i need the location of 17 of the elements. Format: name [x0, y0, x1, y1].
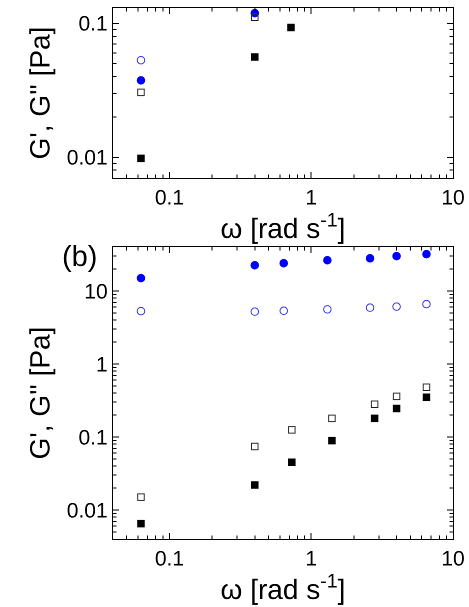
x-axis-title: ω [rad s$^{-1}$] — [220, 570, 346, 606]
y-tick-label: 0.1 — [78, 12, 108, 36]
x-tick-label: 10 — [441, 186, 465, 210]
x-tick-label: 1 — [305, 186, 318, 210]
y-tick-label: 1 — [96, 353, 108, 376]
x-tick-label: 0.1 — [154, 186, 184, 210]
y-tick-label: 10 — [84, 280, 108, 304]
y-axis-title: G', G'' [Pa] — [24, 326, 56, 460]
x-tick-label: 1 — [305, 547, 318, 570]
y-tick-label: 0.01 — [66, 499, 108, 522]
y-tick-label: 0.1 — [78, 426, 108, 450]
chart-title: (b) — [62, 241, 98, 273]
y-axis-title: G', G'' [Pa] — [24, 26, 56, 160]
x-axis-title: ω [rad s$^{-1}$] — [220, 209, 346, 244]
x-tick-label: 0.1 — [154, 547, 184, 570]
x-tick-label: 10 — [441, 547, 465, 570]
y-tick-label: 0.01 — [66, 146, 108, 170]
